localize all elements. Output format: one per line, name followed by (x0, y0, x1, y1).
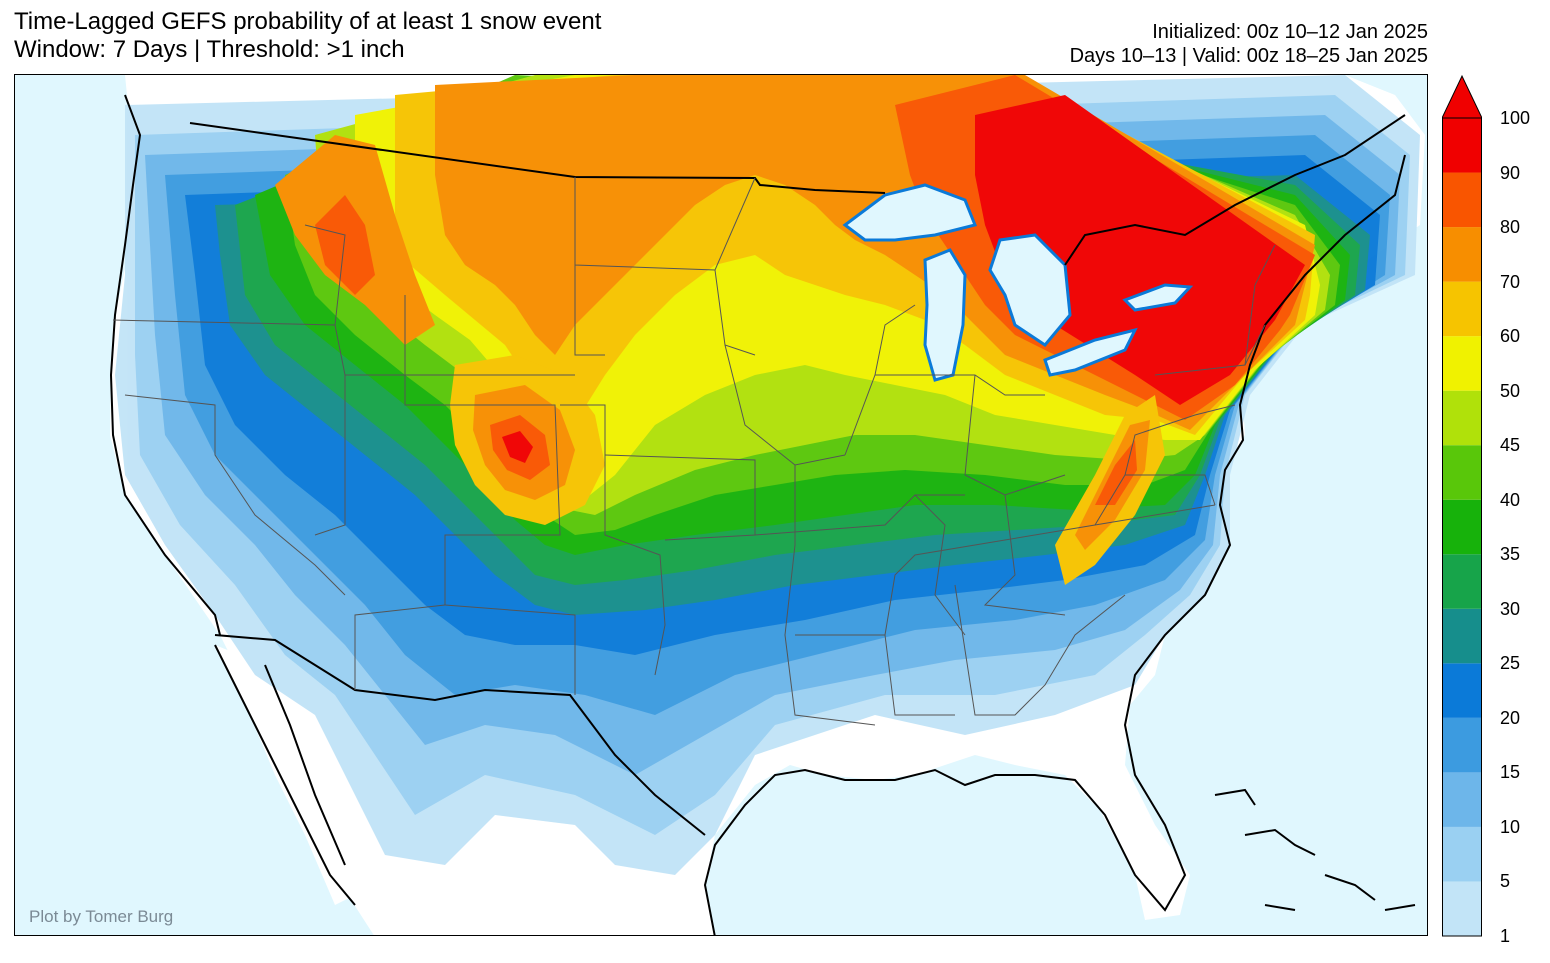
title-block: Time-Lagged GEFS probability of at least… (14, 8, 601, 64)
colorbar-tick-label: 25 (1500, 653, 1521, 674)
colorbar-tick-label: 10 (1500, 816, 1521, 837)
colorbar-segment (1442, 499, 1482, 555)
colorbar-svg (1442, 74, 1482, 937)
lake-ontario (1122, 283, 1194, 312)
colorbar-tick-label: 1 (1500, 926, 1511, 946)
baja-coast (214, 644, 356, 906)
great-lakes (842, 183, 1194, 382)
colorbar-segment (1442, 772, 1482, 827)
colorbar-extend-arrow (1442, 74, 1482, 119)
colorbar-segment (1442, 663, 1482, 718)
us-canada-border (189, 114, 1406, 266)
valid-text: Days 10–13 | Valid: 00z 18–25 Jan 2025 (1069, 45, 1428, 67)
colorbar-tick-label: 20 (1500, 707, 1521, 728)
baja-land (215, 645, 355, 905)
chart-title: Time-Lagged GEFS probability of at least… (14, 8, 602, 35)
state-lines (112, 177, 1276, 726)
colorbar-tick-label: 90 (1500, 162, 1521, 183)
colorbar-tick-label: 100 (1500, 108, 1531, 128)
colorbar-tick-label: 30 (1500, 598, 1521, 619)
initialized-text: Initialized: 00z 10–12 Jan 2025 (1152, 21, 1428, 43)
colorbar-segment (1442, 390, 1482, 446)
boundaries (109, 94, 1406, 935)
colorbar-tick-label: 50 (1500, 380, 1521, 401)
colorbar-tick-label: 5 (1500, 871, 1511, 892)
colorbar (1442, 74, 1482, 937)
colorbar-segment (1442, 281, 1482, 337)
lake-erie (1043, 327, 1138, 377)
colorbar-segment (1442, 554, 1482, 609)
coastline (109, 94, 1406, 935)
colorbar-tick-label: 35 (1500, 544, 1521, 565)
colorbar-frame (1442, 117, 1482, 937)
colorbar-tick-label: 70 (1500, 271, 1521, 292)
colorbar-segment (1442, 336, 1482, 391)
map-canvas (109, 75, 1425, 935)
credit-text: Plot by Tomer Burg (29, 907, 174, 926)
colorbar-segment (1442, 172, 1482, 228)
lake-superior (842, 183, 978, 242)
lake-huron (988, 233, 1072, 347)
colorbar-segment (1442, 445, 1482, 500)
colorbar-segment (1442, 608, 1482, 664)
colorbar-segment (1442, 826, 1482, 882)
colorbar-tick-label: 45 (1500, 435, 1521, 456)
run-info: Initialized: 00z 10–12 Jan 2025 Days 10–… (1070, 20, 1428, 68)
colorbar-segment (1442, 717, 1482, 773)
colorbar-tick-label: 80 (1500, 217, 1521, 238)
colorbar-tick-label: 15 (1500, 762, 1521, 783)
colorbar-segment (1442, 227, 1482, 282)
colorbar-tick-label: 40 (1500, 489, 1521, 510)
chart-subtitle: Window: 7 Days | Threshold: >1 inch (14, 36, 405, 63)
colorbar-tick-label: 60 (1500, 326, 1521, 347)
colorbar-segment (1442, 118, 1482, 173)
map-panel: Plot by Tomer Burg (14, 74, 1428, 936)
us-mexico-border (214, 634, 706, 836)
colorbar-segment (1442, 881, 1482, 936)
probability-field (115, 75, 1420, 875)
caribbean-islands (1214, 788, 1416, 911)
